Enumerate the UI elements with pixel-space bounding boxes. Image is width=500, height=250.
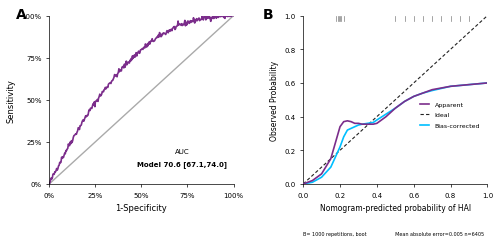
Text: A: A xyxy=(16,8,27,22)
Apparent xyxy=(392,107,398,110)
Bias-corrected xyxy=(420,92,426,95)
Bias-corrected xyxy=(466,84,472,87)
Bias-corrected xyxy=(484,82,490,85)
Apparent xyxy=(356,122,362,125)
Y-axis label: Sensitivity: Sensitivity xyxy=(7,78,16,122)
Bias-corrected xyxy=(374,119,380,122)
Apparent xyxy=(402,100,407,103)
Bias-corrected xyxy=(410,96,416,98)
Apparent xyxy=(364,123,370,126)
Bias-corrected xyxy=(318,176,324,179)
X-axis label: 1-Specificity: 1-Specificity xyxy=(116,203,168,212)
Apparent xyxy=(348,121,354,124)
Y-axis label: Observed Probability: Observed Probability xyxy=(270,60,278,140)
Bias-corrected xyxy=(402,100,407,103)
Bias-corrected xyxy=(429,90,435,93)
Apparent xyxy=(352,122,358,125)
Apparent xyxy=(344,120,350,123)
Apparent xyxy=(300,183,306,186)
Line: Bias-corrected: Bias-corrected xyxy=(303,84,488,184)
X-axis label: Nomogram-predicted probability of HAI: Nomogram-predicted probability of HAI xyxy=(320,203,471,212)
Bias-corrected xyxy=(364,122,370,125)
Line: Apparent: Apparent xyxy=(303,84,488,184)
Bias-corrected xyxy=(392,107,398,110)
Bias-corrected xyxy=(310,181,316,184)
Bias-corrected xyxy=(356,124,362,127)
Legend: Apparent, Ideal, Bias-corrected: Apparent, Ideal, Bias-corrected xyxy=(418,100,482,131)
Apparent xyxy=(359,123,365,126)
Bias-corrected xyxy=(352,126,358,129)
Apparent xyxy=(318,173,324,176)
Bias-corrected xyxy=(300,183,306,186)
Apparent xyxy=(466,84,472,87)
Apparent xyxy=(370,123,376,126)
Bias-corrected xyxy=(340,136,346,139)
Bias-corrected xyxy=(359,123,365,126)
Apparent xyxy=(340,121,346,124)
Text: AUC: AUC xyxy=(174,148,189,154)
Bias-corrected xyxy=(448,86,454,88)
Apparent xyxy=(410,96,416,98)
Bias-corrected xyxy=(348,127,354,130)
Apparent xyxy=(374,122,380,125)
Bias-corrected xyxy=(370,122,376,124)
Bias-corrected xyxy=(328,166,334,169)
Text: Model 70.6 [67.1,74.0]: Model 70.6 [67.1,74.0] xyxy=(137,160,227,168)
Bias-corrected xyxy=(383,113,389,116)
Bias-corrected xyxy=(344,129,350,132)
Apparent xyxy=(429,89,435,92)
Apparent xyxy=(484,82,490,85)
Bias-corrected xyxy=(337,146,343,149)
Apparent xyxy=(310,179,316,182)
Apparent xyxy=(337,126,343,129)
Text: B: B xyxy=(262,8,274,22)
Apparent xyxy=(328,158,334,160)
Apparent xyxy=(383,116,389,119)
Apparent xyxy=(420,92,426,95)
Apparent xyxy=(448,86,454,88)
Text: B= 1000 repetitions, boot                   Mean absolute error=0.005 n=6405: B= 1000 repetitions, boot Mean absolute … xyxy=(303,231,484,236)
